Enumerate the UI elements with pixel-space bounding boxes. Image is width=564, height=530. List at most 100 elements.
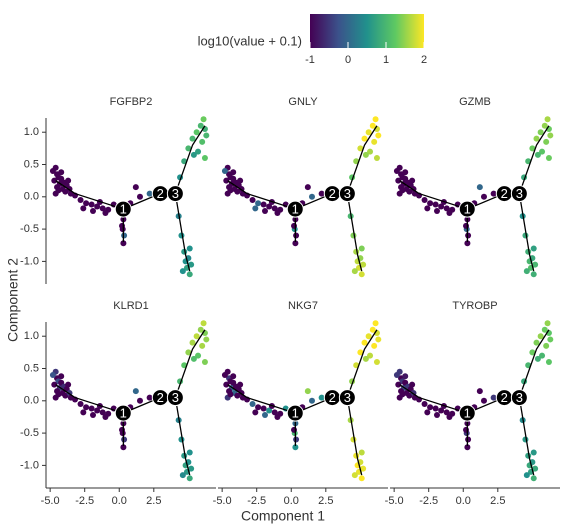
cell-point: [119, 222, 126, 229]
branch-point: [338, 185, 356, 203]
cell-point: [221, 371, 228, 378]
cell-point: [102, 413, 109, 420]
cell-point: [490, 394, 497, 401]
branch-label: 2: [501, 186, 508, 201]
cell-point: [543, 342, 550, 349]
branch-point: [458, 404, 476, 422]
cell-point: [255, 200, 262, 207]
cell-point: [463, 426, 470, 433]
cell-point: [49, 167, 56, 174]
colorbar: [310, 14, 424, 48]
cell-point: [532, 465, 539, 472]
cell-point: [393, 371, 400, 378]
cell-point: [541, 326, 548, 333]
branch-label: 3: [344, 390, 351, 405]
cell-point: [357, 145, 364, 152]
cell-point: [80, 205, 87, 212]
cell-point: [230, 169, 237, 176]
cell-point: [274, 413, 281, 420]
branch-label: 2: [501, 390, 508, 405]
branch-point: [458, 200, 476, 218]
cell-point: [365, 333, 372, 340]
cell-point: [99, 409, 106, 416]
colorbar-tick-label: 1: [383, 54, 389, 66]
y-tick-label: 0.0: [24, 191, 39, 203]
cell-point: [274, 209, 281, 216]
colorbar-tick-label: 2: [421, 54, 427, 66]
cell-point: [443, 205, 450, 212]
branch-label: 2: [329, 186, 336, 201]
cell-point: [530, 449, 537, 456]
cell-point: [537, 129, 544, 136]
cell-point: [373, 359, 380, 366]
x-tick-label: 0.0: [284, 495, 299, 507]
cell-point: [367, 352, 374, 359]
cell-point: [51, 177, 58, 184]
cell-point: [318, 394, 325, 401]
cell-point: [51, 381, 58, 388]
cell-point: [132, 184, 139, 191]
branch-label: 1: [120, 406, 127, 421]
cell-point: [77, 197, 84, 204]
cell-point: [120, 444, 127, 451]
y-tick-label: -1.0: [20, 459, 39, 471]
cell-point: [293, 436, 300, 443]
cell-point: [255, 404, 262, 411]
y-tick-label: -0.5: [20, 223, 39, 235]
cell-point: [271, 409, 278, 416]
cell-point: [146, 190, 153, 197]
cell-point: [190, 355, 197, 362]
cell-point: [188, 261, 195, 268]
cell-point: [227, 187, 234, 194]
cell-point: [424, 409, 431, 416]
cell-point: [443, 409, 450, 416]
cell-point: [351, 472, 358, 479]
cell-point: [530, 475, 537, 482]
cell-point: [523, 472, 530, 479]
facet-panel: KLRD1 -1.0 -0.5 0.0 0.5 1.0 -5.0 -2.5 0.0 2.5 1 2 3: [20, 300, 216, 507]
facet-panel: TYROBP -5.0 -2.5 0.0 2.5 1 2 3: [385, 300, 560, 507]
y-tick-label: -0.5: [20, 427, 39, 439]
cell-point: [537, 333, 544, 340]
cell-point: [261, 208, 268, 215]
cell-point: [463, 222, 470, 229]
cell-point: [260, 201, 267, 208]
cell-point: [230, 373, 237, 380]
cell-point: [480, 193, 487, 200]
cell-point: [249, 401, 256, 408]
y-tick-label: -1.0: [20, 255, 39, 267]
cell-point: [402, 373, 409, 380]
cell-point: [446, 413, 453, 420]
x-tick-label: 2.5: [490, 495, 505, 507]
branch-point: [510, 389, 528, 407]
cell-point: [88, 201, 95, 208]
colorbar-tick-label: -1: [305, 54, 315, 66]
cell-point: [89, 412, 96, 419]
cell-point: [65, 177, 72, 184]
branch-label: 3: [172, 186, 179, 201]
cell-point: [308, 397, 315, 404]
cell-point: [480, 397, 487, 404]
cell-point: [189, 135, 196, 142]
cell-point: [304, 388, 311, 395]
colorbar-tick-label: 0: [345, 54, 351, 66]
cell-point: [185, 349, 192, 356]
cell-point: [83, 404, 90, 411]
branch-point: [166, 185, 184, 203]
facet-panel: GZMB 1 2 3: [393, 96, 554, 278]
branch-point: [114, 200, 132, 218]
cell-point: [372, 116, 379, 123]
cell-point: [530, 245, 537, 252]
cell-point: [252, 205, 259, 212]
cell-point: [132, 388, 139, 395]
y-tick-label: 1.0: [24, 126, 39, 138]
cell-point: [421, 401, 428, 408]
cell-point: [308, 193, 315, 200]
cell-point: [409, 381, 416, 388]
cell-point: [365, 129, 372, 136]
cell-point: [199, 138, 206, 145]
cell-point: [362, 355, 369, 362]
cell-point: [539, 352, 546, 359]
branch-point: [510, 185, 528, 203]
